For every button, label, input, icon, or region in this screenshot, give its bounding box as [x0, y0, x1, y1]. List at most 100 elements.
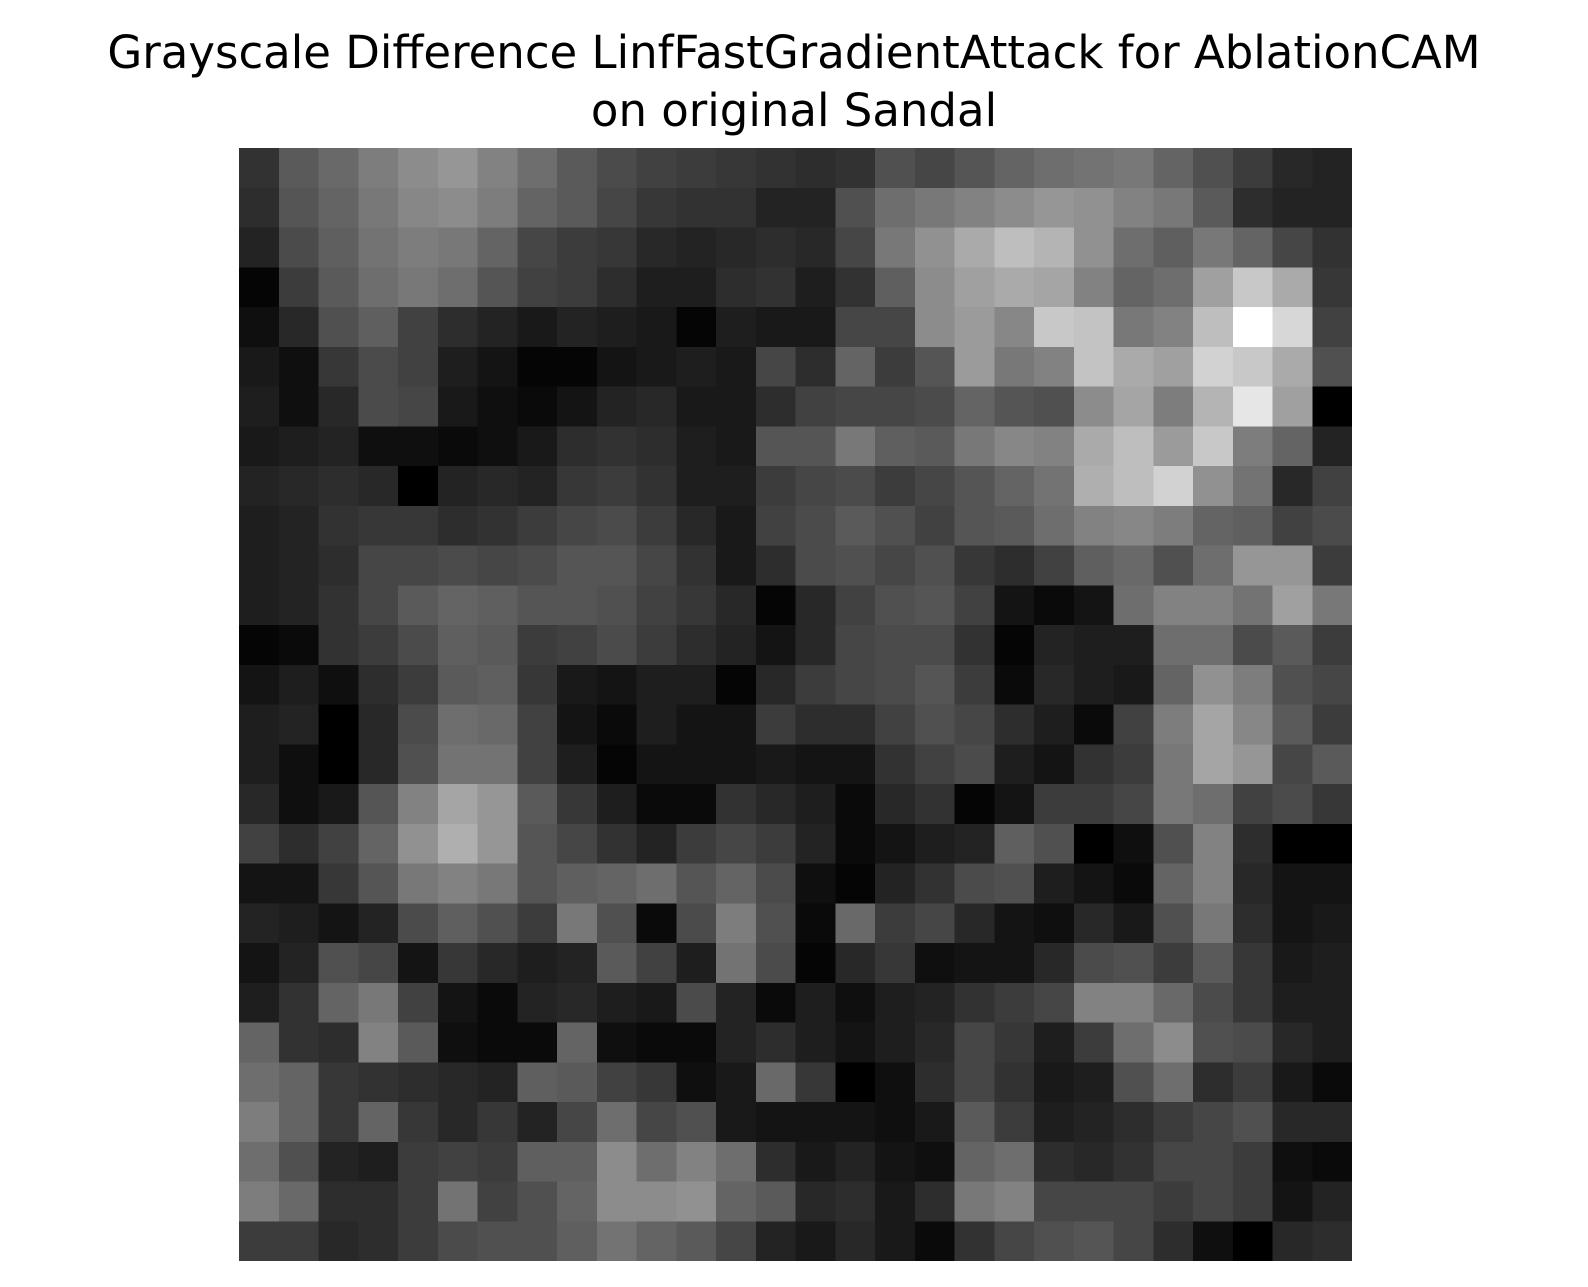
- heatmap-cell-r22-c1: [278, 1022, 320, 1063]
- heatmap-cell-r7-c26: [1272, 426, 1313, 467]
- heatmap-cell-r10-c6: [477, 545, 518, 586]
- heatmap-cell-r23-c24: [1193, 1062, 1234, 1103]
- heatmap-cell-r4-c19: [994, 307, 1035, 348]
- heatmap-cell-r1-c0: [239, 187, 280, 229]
- heatmap-cell-r25-c27: [1312, 1141, 1352, 1183]
- heatmap-cell-r4-c11: [676, 307, 717, 348]
- heatmap-cell-r14-c16: [875, 704, 916, 745]
- heatmap-cell-r27-c7: [517, 1221, 558, 1261]
- heatmap-cell-r16-c8: [557, 784, 598, 825]
- heatmap-cell-r18-c9: [596, 863, 638, 904]
- heatmap-cell-r22-c25: [1232, 1022, 1274, 1063]
- heatmap-cell-r27-c10: [636, 1221, 677, 1261]
- heatmap-cell-r19-c6: [477, 903, 518, 944]
- heatmap-cell-r17-c24: [1193, 823, 1234, 865]
- heatmap-cell-r11-c25: [1232, 585, 1274, 626]
- heatmap-cell-r9-c11: [676, 505, 717, 547]
- heatmap-cell-r26-c16: [875, 1181, 916, 1222]
- heatmap-cell-r26-c3: [358, 1181, 399, 1222]
- heatmap-cell-r8-c9: [596, 466, 638, 507]
- heatmap-cell-r6-c0: [239, 386, 280, 427]
- heatmap-cell-r12-c11: [676, 625, 717, 666]
- heatmap-cell-r19-c3: [358, 903, 399, 944]
- heatmap-cell-r8-c1: [278, 466, 320, 507]
- heatmap-cell-r7-c14: [795, 426, 836, 467]
- heatmap-cell-r24-c27: [1312, 1102, 1352, 1143]
- heatmap-cell-r4-c23: [1153, 307, 1194, 348]
- heatmap-cell-r20-c2: [318, 943, 359, 984]
- heatmap-cell-r5-c2: [318, 346, 359, 388]
- heatmap-cell-r8-c8: [557, 466, 598, 507]
- heatmap-cell-r22-c15: [835, 1022, 876, 1063]
- heatmap-cell-r1-c8: [557, 187, 598, 229]
- heatmap-cell-r16-c15: [835, 784, 876, 825]
- heatmap-cell-r2-c19: [994, 227, 1035, 268]
- heatmap-cell-r11-c13: [755, 585, 797, 626]
- heatmap-cell-r2-c2: [318, 227, 359, 268]
- heatmap-cell-r13-c17: [914, 664, 956, 706]
- heatmap-cell-r10-c17: [914, 545, 956, 586]
- heatmap-cell-r7-c24: [1193, 426, 1234, 467]
- heatmap-cell-r20-c21: [1073, 943, 1115, 984]
- heatmap-cell-r10-c10: [636, 545, 677, 586]
- heatmap-cell-r12-c12: [716, 625, 757, 666]
- heatmap-cell-r11-c3: [358, 585, 399, 626]
- heatmap-cell-r7-c10: [636, 426, 677, 467]
- heatmap-cell-r25-c12: [716, 1141, 757, 1183]
- heatmap-cell-r17-c18: [954, 823, 995, 865]
- heatmap-cell-r27-c14: [795, 1221, 836, 1261]
- heatmap-cell-r26-c21: [1073, 1181, 1115, 1222]
- heatmap-cell-r25-c20: [1034, 1141, 1075, 1183]
- heatmap-cell-r7-c11: [676, 426, 717, 467]
- heatmap-cell-r21-c11: [676, 982, 717, 1024]
- heatmap-cell-r20-c12: [716, 943, 757, 984]
- heatmap-cell-r2-c27: [1312, 227, 1352, 268]
- heatmap-cell-r19-c7: [517, 903, 558, 944]
- heatmap-cell-r14-c15: [835, 704, 876, 745]
- heatmap-cell-r6-c4: [398, 386, 439, 427]
- heatmap-cell-r13-c22: [1113, 664, 1154, 706]
- heatmap-cell-r11-c24: [1193, 585, 1234, 626]
- heatmap-cell-r11-c0: [239, 585, 280, 626]
- heatmap-cell-r8-c6: [477, 466, 518, 507]
- heatmap-cell-r20-c4: [398, 943, 439, 984]
- heatmap-cell-r7-c1: [278, 426, 320, 467]
- heatmap-cell-r22-c23: [1153, 1022, 1194, 1063]
- heatmap-cell-r15-c8: [557, 744, 598, 785]
- heatmap-cell-r16-c16: [875, 784, 916, 825]
- heatmap-cell-r26-c13: [755, 1181, 797, 1222]
- heatmap-cell-r15-c11: [676, 744, 717, 785]
- heatmap-cell-r26-c5: [437, 1181, 479, 1222]
- heatmap-cell-r21-c20: [1034, 982, 1075, 1024]
- heatmap-cell-r0-c15: [835, 148, 876, 189]
- heatmap-cell-r5-c13: [755, 346, 797, 388]
- heatmap-cell-r5-c23: [1153, 346, 1194, 388]
- heatmap-cell-r20-c0: [239, 943, 280, 984]
- heatmap-cell-r20-c15: [835, 943, 876, 984]
- heatmap-cell-r0-c7: [517, 148, 558, 189]
- heatmap-cell-r25-c9: [596, 1141, 638, 1183]
- heatmap-cell-r14-c17: [914, 704, 956, 745]
- heatmap-cell-r26-c7: [517, 1181, 558, 1222]
- heatmap-cell-r17-c2: [318, 823, 359, 865]
- heatmap-cell-r18-c6: [477, 863, 518, 904]
- heatmap-cell-r21-c18: [954, 982, 995, 1024]
- heatmap-cell-r15-c22: [1113, 744, 1154, 785]
- heatmap-cell-r27-c9: [596, 1221, 638, 1261]
- heatmap-cell-r23-c3: [358, 1062, 399, 1103]
- heatmap-cell-r17-c13: [755, 823, 797, 865]
- heatmap-cell-r5-c5: [437, 346, 479, 388]
- heatmap-cell-r12-c3: [358, 625, 399, 666]
- heatmap-cell-r21-c17: [914, 982, 956, 1024]
- heatmap-cell-r4-c21: [1073, 307, 1115, 348]
- heatmap-cell-r14-c27: [1312, 704, 1352, 745]
- heatmap-cell-r0-c8: [557, 148, 598, 189]
- heatmap-cell-r20-c16: [875, 943, 916, 984]
- heatmap-cell-r14-c12: [716, 704, 757, 745]
- heatmap-cell-r10-c12: [716, 545, 757, 586]
- heatmap-cell-r23-c8: [557, 1062, 598, 1103]
- heatmap-cell-r1-c21: [1073, 187, 1115, 229]
- heatmap-cell-r16-c11: [676, 784, 717, 825]
- heatmap-cell-r4-c16: [875, 307, 916, 348]
- heatmap-cell-r1-c26: [1272, 187, 1313, 229]
